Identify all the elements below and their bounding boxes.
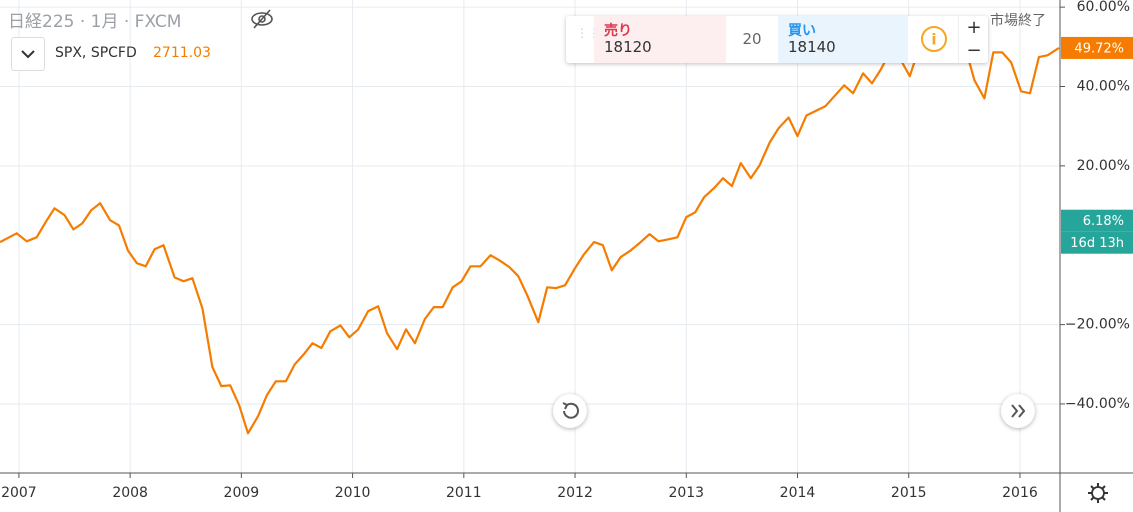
- y-tick-label: 60.00%: [1077, 0, 1130, 15]
- y-tick-label: 20.00%: [1077, 158, 1130, 174]
- x-tick-label: 2011: [446, 485, 482, 501]
- legend-name: SPX, SPCFD: [55, 45, 137, 61]
- series-line: [0, 42, 1060, 435]
- price-badge-label: 49.72%: [1074, 41, 1124, 56]
- x-tick-label: 2013: [668, 485, 704, 501]
- y-tick-label: 40.00%: [1077, 79, 1130, 95]
- sell-price: 18120: [604, 38, 652, 56]
- legend-value: 2711.03: [153, 45, 211, 61]
- x-tick-label: 2015: [891, 485, 927, 501]
- price-badge: [1061, 36, 1133, 59]
- reset-button[interactable]: [553, 394, 587, 428]
- buy-label: 買い: [788, 23, 816, 39]
- x-tick-label: 2007: [1, 485, 37, 501]
- grid: [0, 0, 1060, 473]
- y-tick-label: −40.00%: [1065, 396, 1130, 412]
- countdown: 16d 13h: [1070, 236, 1124, 251]
- trade-widget: ⋮⋮ 売り 18120 20 買い 18140 i + −: [566, 16, 988, 63]
- price-badge: [1061, 209, 1133, 232]
- spread: 20: [742, 30, 762, 48]
- sell-box[interactable]: 売り 18120: [594, 16, 726, 63]
- market-status: 市場終了: [990, 13, 1046, 29]
- settings-icon[interactable]: [1086, 481, 1110, 505]
- symbol-title: 日経225 · 1月 · FXCM: [8, 12, 182, 32]
- x-tick-label: 2016: [1002, 485, 1038, 501]
- x-tick-label: 2008: [112, 485, 148, 501]
- hide-icon[interactable]: [250, 8, 274, 30]
- collapse-button[interactable]: [11, 37, 45, 71]
- x-tick-label: 2010: [335, 485, 371, 501]
- y-tick-label: −20.00%: [1065, 317, 1130, 333]
- x-tick-label: 2009: [224, 485, 260, 501]
- scroll-right-button[interactable]: [1001, 394, 1035, 428]
- x-tick-label: 2014: [780, 485, 816, 501]
- sell-label: 売り: [604, 23, 632, 39]
- price-badge-label: 6.18%: [1083, 214, 1124, 229]
- svg-text:i: i: [931, 31, 936, 49]
- buy-price: 18140: [788, 38, 836, 56]
- buy-box[interactable]: 買い 18140: [778, 16, 908, 63]
- info-icon[interactable]: i: [920, 25, 950, 55]
- countdown-badge: [1061, 231, 1133, 254]
- x-tick-label: 2012: [557, 485, 593, 501]
- zoom-buttons[interactable]: + −: [958, 16, 989, 63]
